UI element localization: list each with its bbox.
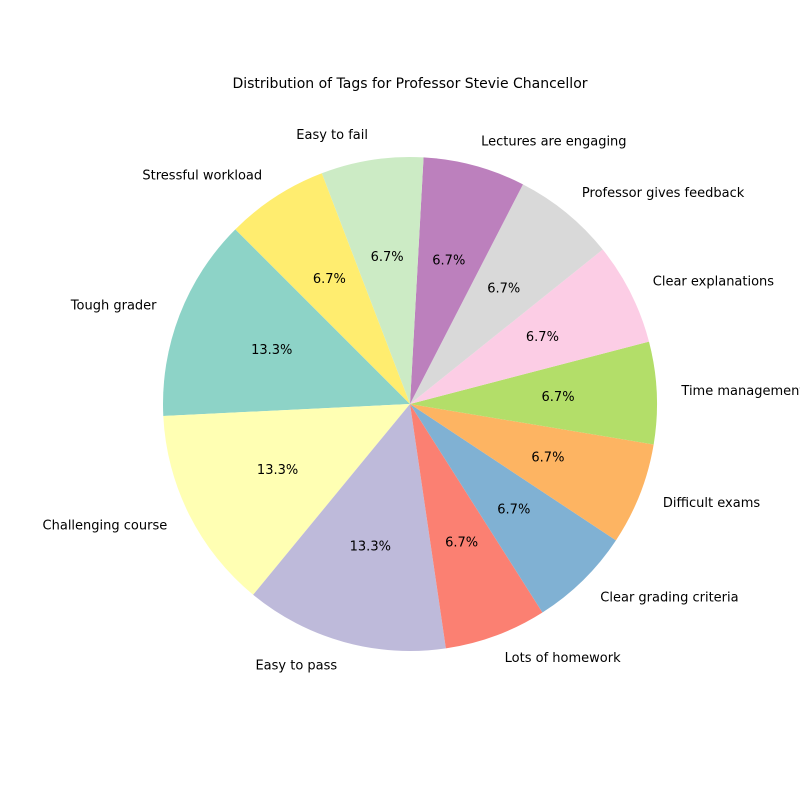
slice-category-label: Clear explanations	[653, 275, 775, 290]
pie-slice-stressful-workload	[235, 173, 410, 404]
chart-title: Distribution of Tags for Professor Stevi…	[232, 76, 587, 92]
slice-category-label: Time management	[680, 384, 800, 399]
slice-percent-label: 6.7%	[487, 282, 520, 297]
slice-percent-label: 13.3%	[251, 343, 292, 358]
slice-category-label: Clear grading criteria	[600, 590, 738, 605]
pie-slice-easy-to-fail	[321, 156, 424, 404]
slice-percent-label: 6.7%	[445, 535, 478, 550]
slice-percent-label: 6.7%	[542, 390, 575, 405]
pie-slice-time-management	[410, 341, 657, 445]
slices-layer	[162, 156, 657, 651]
slice-category-label: Professor gives feedback	[582, 186, 745, 201]
slice-percent-label: 6.7%	[371, 250, 404, 265]
slice-percent-label: 13.3%	[257, 463, 298, 478]
slice-category-label: Tough grader	[70, 299, 157, 314]
slice-category-label: Lectures are engaging	[481, 134, 626, 149]
slice-category-label: Challenging course	[43, 518, 168, 533]
pie-slice-clear-grading-criteria	[410, 404, 616, 613]
slice-category-label: Stressful workload	[142, 169, 262, 184]
slice-percent-label: 6.7%	[531, 451, 564, 466]
slice-category-label: Easy to pass	[255, 658, 337, 673]
pie-slice-clear-explanations	[410, 249, 649, 404]
slice-category-label: Lots of homework	[505, 651, 621, 666]
pie-slice-easy-to-pass	[253, 404, 446, 651]
slice-percent-label: 6.7%	[313, 272, 346, 287]
slice-percent-label: 6.7%	[432, 253, 465, 268]
pie-slice-lectures-are-engaging	[410, 157, 523, 404]
pie-slice-difficult-exams	[410, 404, 654, 541]
slice-percent-label: 6.7%	[497, 502, 530, 517]
pie-slice-lots-of-homework	[410, 404, 543, 649]
labels-layer: 13.3% Tough grader 13.3% Challenging course…	[43, 128, 800, 673]
pie-slice-professor-gives-feedback	[410, 184, 603, 404]
slice-percent-label: 13.3%	[350, 539, 391, 554]
slice-category-label: Easy to fail	[296, 128, 368, 143]
slice-category-label: Difficult exams	[663, 496, 761, 511]
pie-slice-tough-grader	[162, 229, 410, 416]
slice-percent-label: 6.7%	[526, 330, 559, 345]
pie-slice-challenging-course	[163, 404, 410, 595]
